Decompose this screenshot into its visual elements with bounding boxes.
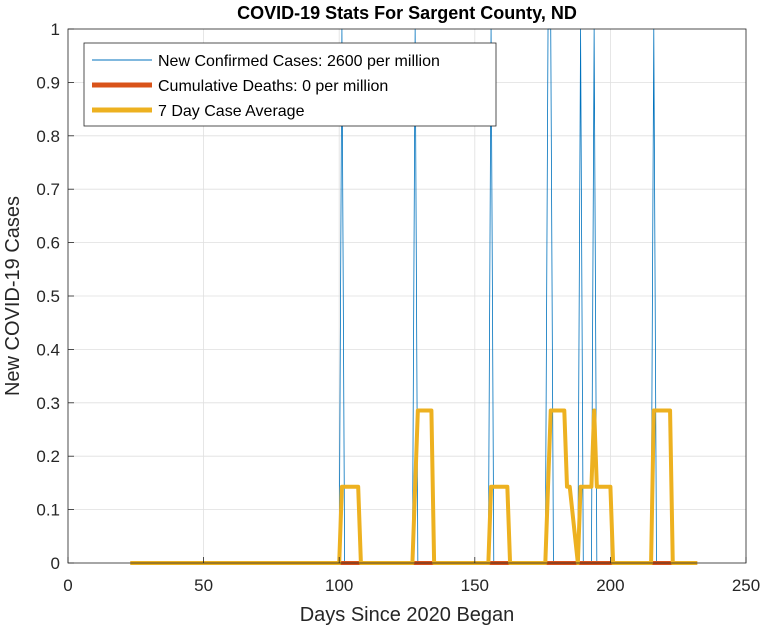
legend-label-1: Cumulative Deaths: 0 per million — [158, 78, 388, 95]
y-tick-label-0: 0 — [51, 554, 60, 573]
legend-label-0: New Confirmed Cases: 2600 per million — [158, 53, 440, 70]
x-tick-label-1: 50 — [194, 576, 213, 595]
chart-title: COVID-19 Stats For Sargent County, ND — [237, 3, 577, 23]
y-tick-label-2: 0.2 — [36, 447, 60, 466]
y-tick-label-1: 0.1 — [36, 501, 60, 520]
y-tick-label-7: 0.7 — [36, 180, 60, 199]
x-tick-label-4: 200 — [596, 576, 624, 595]
y-tick-label-8: 0.8 — [36, 127, 60, 146]
y-tick-label-4: 0.4 — [36, 340, 60, 359]
legend-box — [83, 42, 497, 127]
y-tick-label-3: 0.3 — [36, 394, 60, 413]
y-tick-label-9: 0.9 — [36, 73, 60, 92]
x-tick-label-0: 0 — [63, 576, 72, 595]
legend: New Confirmed Cases: 2600 per million Cum… — [83, 42, 497, 127]
y-tick-label-5: 0.5 — [36, 287, 60, 306]
x-tick-label-2: 100 — [325, 576, 353, 595]
y-tick-label-6: 0.6 — [36, 234, 60, 253]
legend-label-2: 7 Day Case Average — [158, 103, 305, 120]
y-tick-label-10: 1 — [51, 20, 60, 39]
series-line-2 — [130, 408, 698, 565]
x-tick-label-3: 150 — [461, 576, 489, 595]
y-axis-label: New COVID-19 Cases — [2, 196, 24, 396]
ticks: 0 50 100 150 200 250 0 0.1 0.2 0.3 0.4 0.5 0.6 0.7 0.8… — [36, 20, 760, 595]
x-tick-label-5: 250 — [732, 576, 760, 595]
x-axis-label: Days Since 2020 Began — [300, 604, 515, 626]
